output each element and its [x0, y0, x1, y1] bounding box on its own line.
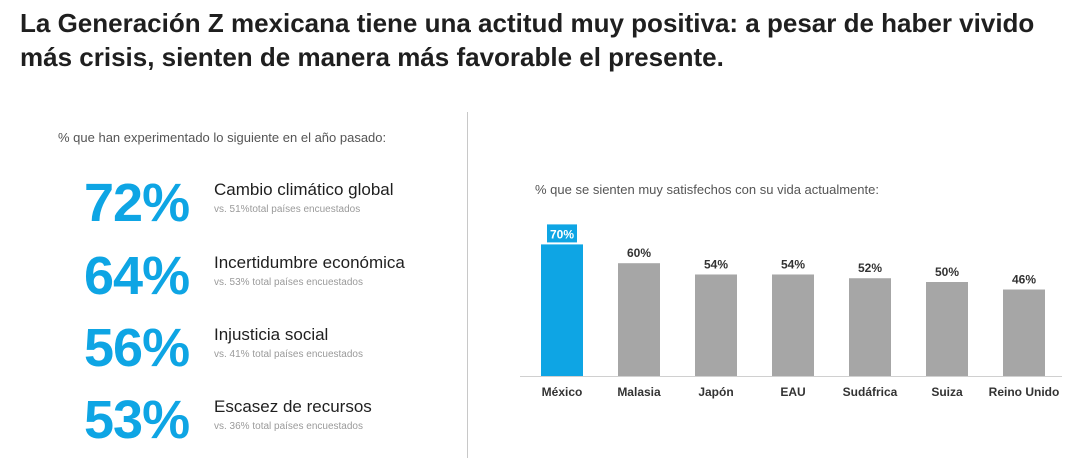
bar-5	[926, 282, 968, 376]
stat-label: Cambio climático global	[214, 180, 394, 199]
stat-comparison: vs. 51%total países encuestados	[214, 204, 361, 215]
category-label-4: Sudáfrica	[843, 385, 898, 399]
panel-divider	[467, 112, 468, 458]
bar-3	[772, 274, 814, 376]
bar-6	[1003, 289, 1045, 376]
value-label-3: 54%	[781, 257, 805, 271]
stat-row-climate: 72% Cambio climático global vs. 51%total…	[84, 172, 444, 234]
stat-percent: 64%	[84, 246, 190, 306]
value-label-1: 60%	[627, 246, 651, 260]
bar-4	[849, 278, 891, 376]
stat-row-social: 56% Injusticia social vs. 41% total país…	[84, 317, 444, 379]
stat-comparison: vs. 53% total países encuestados	[214, 277, 363, 288]
chart-title: % que se sienten muy satisfechos con su …	[535, 182, 879, 197]
stat-label: Injusticia social	[214, 325, 329, 344]
value-label-4: 52%	[858, 261, 882, 275]
value-label-5: 50%	[935, 265, 959, 279]
category-label-5: Suiza	[931, 385, 963, 399]
stat-percent: 72%	[84, 173, 190, 233]
highlight-label-bg	[547, 224, 577, 243]
category-label-2: Japón	[698, 385, 733, 399]
category-label-3: EAU	[780, 385, 805, 399]
stat-comparison: vs. 36% total países encuestados	[214, 421, 363, 432]
category-label-6: Reino Unido	[989, 385, 1060, 399]
bar-0	[541, 244, 583, 376]
stat-label: Escasez de recursos	[214, 397, 372, 416]
stat-row-economic: 64% Incertidumbre económica vs. 53% tota…	[84, 245, 444, 307]
stat-comparison: vs. 41% total países encuestados	[214, 349, 363, 360]
page-title: La Generación Z mexicana tiene una actit…	[20, 8, 1035, 72]
value-label-6: 46%	[1012, 273, 1036, 287]
stat-percent: 56%	[84, 318, 190, 378]
left-subtitle: % que han experimentado lo siguiente en …	[58, 130, 387, 145]
stat-percent: 53%	[84, 390, 190, 450]
stat-row-resources: 53% Escasez de recursos vs. 36% total pa…	[84, 389, 444, 451]
value-label-0: 70%	[550, 227, 574, 241]
bar-2	[695, 274, 737, 376]
category-label-1: Malasia	[617, 385, 661, 399]
value-label-2: 54%	[704, 257, 728, 271]
stat-label: Incertidumbre económica	[214, 253, 405, 272]
bar-1	[618, 263, 660, 376]
category-label-0: México	[542, 385, 583, 399]
